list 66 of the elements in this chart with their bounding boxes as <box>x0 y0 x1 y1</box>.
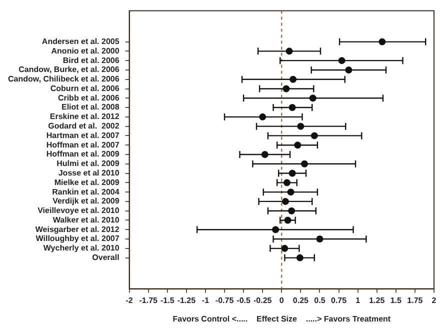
x-tick-label: 1 <box>356 296 361 305</box>
point <box>282 85 290 92</box>
y-tick-label: Hulmi et al. 2009 <box>56 159 120 168</box>
y-tick-label: Candow, Burke, et al. 2006 <box>18 65 120 74</box>
x-tick-label: 0.75 <box>330 296 348 305</box>
y-tick-label: Coburn et al. 2006 <box>50 84 120 93</box>
y-tick-label: Josse et al 2010 <box>58 168 120 178</box>
x-tick-label: 1.5 <box>390 296 402 305</box>
y-tick-label: Andersen et al. 2005 <box>42 36 120 46</box>
x-tick-label: -1.25 <box>177 296 196 305</box>
point <box>283 179 290 186</box>
y-tick-label: Weisgarber et al. 2012 <box>35 224 120 234</box>
x-tick-label: -1 <box>202 296 210 305</box>
y-tick-label: Hoffman et al. 2009 <box>46 150 120 159</box>
point <box>290 76 297 83</box>
y-tick-label: Erskine et al. 2012 <box>50 112 120 122</box>
x-tick-label: 1.25 <box>369 296 386 305</box>
point <box>301 160 308 168</box>
point <box>296 254 304 262</box>
y-tick-label: Vieillevoye et al. 2010 <box>38 206 120 216</box>
y-tick-label: Verdijk et al. 2009 <box>52 196 120 206</box>
y-tick-label: Wycherly et al. 2010 <box>43 244 120 253</box>
x-tick-label: -0.75 <box>215 296 234 305</box>
point <box>282 198 289 205</box>
point <box>281 244 288 252</box>
y-tick-label: Hartman et al. 2007 <box>46 130 120 140</box>
x-tick-label: 1.75 <box>407 296 424 305</box>
point <box>345 66 352 74</box>
x-tick-label: 0.5 <box>314 296 326 305</box>
point <box>378 38 386 46</box>
x-tick-label: -0.25 <box>253 296 272 305</box>
point <box>297 122 304 130</box>
point <box>284 216 292 224</box>
point <box>288 207 296 214</box>
y-tick-label: Eliot et al. 2008 <box>61 102 120 112</box>
x-tick-label: -1.75 <box>139 296 158 305</box>
x-tick-label: 0 <box>279 296 284 305</box>
point <box>287 188 294 196</box>
y-tick-label: Candow, Chilibeck et al. 2006 <box>8 74 120 84</box>
y-tick-label: Cribb et al. 2006 <box>58 93 120 102</box>
point <box>309 94 316 102</box>
point <box>316 236 324 243</box>
y-tick-label: Rankin et al. 2004 <box>52 187 120 196</box>
point <box>338 57 346 64</box>
y-tick-label: Overall <box>92 253 120 262</box>
point <box>261 150 268 158</box>
y-tick-label: Anonio et al. 2000 <box>51 46 120 56</box>
x-tick-label: -2 <box>126 296 134 305</box>
point <box>294 142 302 149</box>
x-tick-label: 2 <box>432 296 437 305</box>
y-tick-label: Willoughby et al. 2007 <box>36 234 120 244</box>
point <box>259 113 266 120</box>
point <box>310 132 318 140</box>
x-axis-title: Favors Control <..... Effect Size .....> Favors Treatment <box>172 314 391 324</box>
point <box>288 170 296 177</box>
x-tick-label: 0.25 <box>292 296 310 305</box>
y-tick-label: Walker et al. 2010 <box>52 215 120 224</box>
x-tick-label: -0.5 <box>236 296 251 305</box>
point <box>272 226 280 234</box>
y-tick-label: Bird et al. 2006 <box>62 56 120 65</box>
y-tick-label: Godard et al. 2002 <box>48 122 120 131</box>
point <box>288 104 296 112</box>
x-tick-label: -1.5 <box>160 296 175 305</box>
y-tick-label: Mielke et al. 2009 <box>54 178 120 187</box>
point <box>286 48 293 55</box>
y-tick-label: Hoffman et al. 2007 <box>46 140 120 150</box>
